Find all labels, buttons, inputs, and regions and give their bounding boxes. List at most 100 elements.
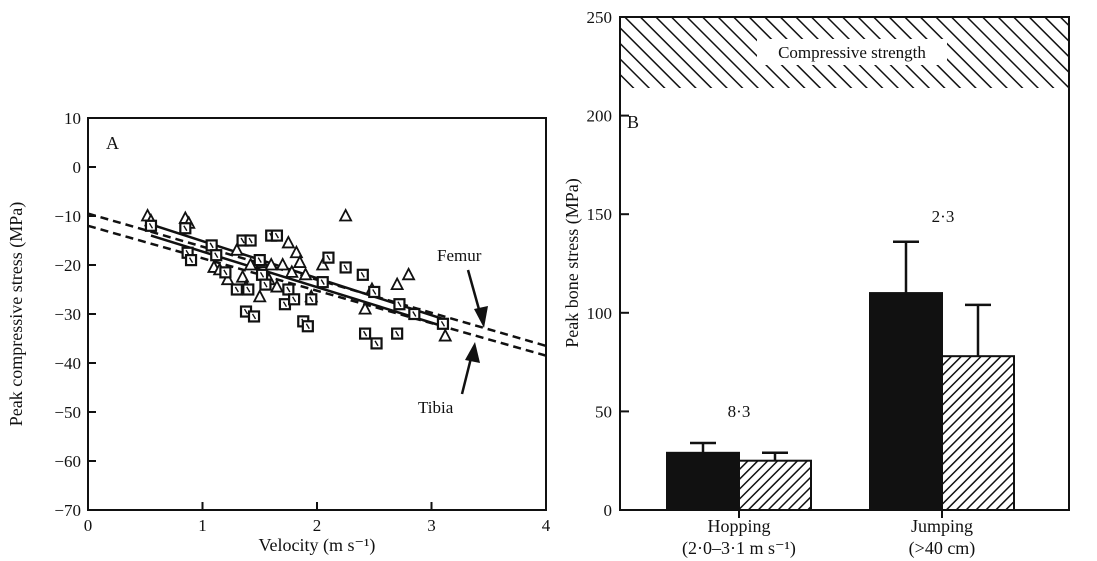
y-tick-label: −30 — [54, 305, 81, 324]
y-tick-label: −20 — [54, 256, 81, 275]
tibia-point-inner — [343, 264, 348, 271]
y-tick-label: 250 — [587, 8, 613, 27]
femur-point — [284, 264, 299, 278]
tibia-point-inner — [309, 296, 314, 303]
tibia-point-inner — [257, 257, 262, 263]
tibia-point-inner — [246, 286, 251, 293]
femur-point — [243, 257, 258, 271]
tibia-point-inner — [360, 271, 365, 278]
panel-b-label: B — [627, 112, 639, 132]
y-tick-label: 150 — [587, 205, 613, 224]
tibia-point-inner — [372, 289, 377, 295]
panel-a-points — [140, 208, 453, 350]
tibia-point-inner — [234, 286, 239, 293]
y-tick-label: 50 — [595, 402, 612, 421]
femur-point — [289, 244, 304, 259]
femur-arrow — [466, 269, 488, 328]
y-tick-label: 0 — [604, 501, 613, 520]
y-tick-label: −10 — [54, 207, 81, 226]
tibia-point-inner — [326, 254, 331, 261]
x-tick-label: 2 — [313, 516, 322, 535]
tibia-point-inner — [243, 308, 249, 315]
y-tick-label: 0 — [73, 158, 82, 177]
tibia-point-inner — [440, 320, 446, 327]
tibia-point-inner — [148, 222, 154, 229]
femur-point — [401, 266, 416, 281]
y-tick-label: −40 — [54, 354, 81, 373]
tibia-point-inner — [223, 269, 228, 276]
y-tick-label: 100 — [587, 304, 613, 323]
femur-point — [269, 279, 284, 293]
bar-annotation-jumping: 2·3 — [932, 207, 955, 226]
tibia-point-inner — [286, 286, 291, 293]
jumping-hatched-bar — [941, 355, 1015, 511]
category-label-hopping: Hopping — [708, 516, 771, 536]
panel-b-y-axis-label: Peak bone stress (MPa) — [562, 178, 583, 347]
femur-point — [252, 288, 267, 303]
tibia-point-inner — [188, 257, 194, 263]
panel-b-plot-frame — [619, 16, 1070, 511]
y-tick-label: 10 — [64, 109, 81, 128]
tibia-point-inner — [374, 340, 379, 347]
tibia-point-inner — [248, 237, 253, 244]
tibia-point-inner — [251, 313, 257, 320]
femur-annotation: Femur — [437, 246, 482, 265]
tibia-point-inner — [282, 301, 288, 308]
category-sublabel-hopping: (2·0–3·1 m s⁻¹) — [682, 538, 796, 559]
tibia-point-inner — [320, 279, 325, 286]
x-tick-label: 1 — [198, 516, 207, 535]
hopping-hatched-bar — [738, 459, 812, 512]
band-label: Compressive strength — [778, 43, 926, 62]
tibia-point-inner — [412, 311, 417, 317]
femur-point — [275, 257, 290, 271]
panel-a: A 0 1 2 3 4 10 0 −10 −20 −30 −40 −50 −60 −70 Velocity… — [6, 109, 551, 556]
tibia-regression-line — [150, 234, 444, 328]
tibia-point-inner — [397, 301, 402, 308]
panel-b-ticks: 0 50 100 150 200 250 — [587, 8, 629, 520]
panel-b-bars — [666, 240, 1015, 518]
y-tick-label: −70 — [54, 501, 81, 520]
tibia-regression-extrapolated — [87, 224, 547, 357]
tibia-point-inner — [395, 330, 400, 337]
femur-point — [220, 271, 235, 286]
category-label-jumping: Jumping — [911, 516, 973, 536]
y-tick-label: 200 — [587, 107, 613, 126]
tibia-point-inner — [263, 281, 268, 288]
tibia-point-inner — [214, 252, 219, 259]
femur-point — [292, 254, 307, 268]
bar-annotation-hopping: 8·3 — [728, 402, 751, 421]
tibia-point-inner — [259, 271, 265, 278]
x-tick-label: 0 — [84, 516, 93, 535]
femur-point — [358, 301, 373, 315]
x-tick-label: 3 — [427, 516, 436, 535]
femur-point — [264, 257, 279, 271]
femur-point — [315, 257, 330, 271]
tibia-point-inner — [183, 225, 188, 232]
femur-point — [298, 266, 313, 281]
y-tick-label: −60 — [54, 452, 81, 471]
x-tick-label: 4 — [542, 516, 551, 535]
tibia-arrow — [460, 342, 480, 395]
panel-a-y-axis-label: Peak compressive stress (MPa) — [6, 202, 27, 426]
femur-point — [229, 242, 244, 256]
category-sublabel-jumping: (>40 cm) — [909, 538, 976, 559]
tibia-point-inner — [362, 330, 368, 337]
panel-a-label: A — [106, 133, 119, 153]
femur-point — [281, 235, 296, 249]
tibia-point-inner — [209, 242, 214, 249]
tibia-point-inner — [305, 323, 310, 330]
tibia-point-inner — [274, 232, 280, 239]
hopping-solid-bar — [666, 451, 740, 512]
panel-b: Compressive strength B 0 50 100 150 200 250 8… — [562, 8, 1070, 559]
tibia-annotation: Tibia — [418, 398, 454, 417]
femur-point — [390, 276, 405, 291]
femur-point — [235, 269, 250, 283]
tibia-point-inner — [240, 237, 245, 244]
panel-a-x-axis-label: Velocity (m s⁻¹) — [259, 535, 376, 556]
femur-point — [338, 208, 353, 222]
femur-point — [438, 328, 453, 342]
y-tick-label: −50 — [54, 403, 81, 422]
band-label-box — [757, 39, 947, 65]
jumping-solid-bar — [869, 292, 943, 511]
